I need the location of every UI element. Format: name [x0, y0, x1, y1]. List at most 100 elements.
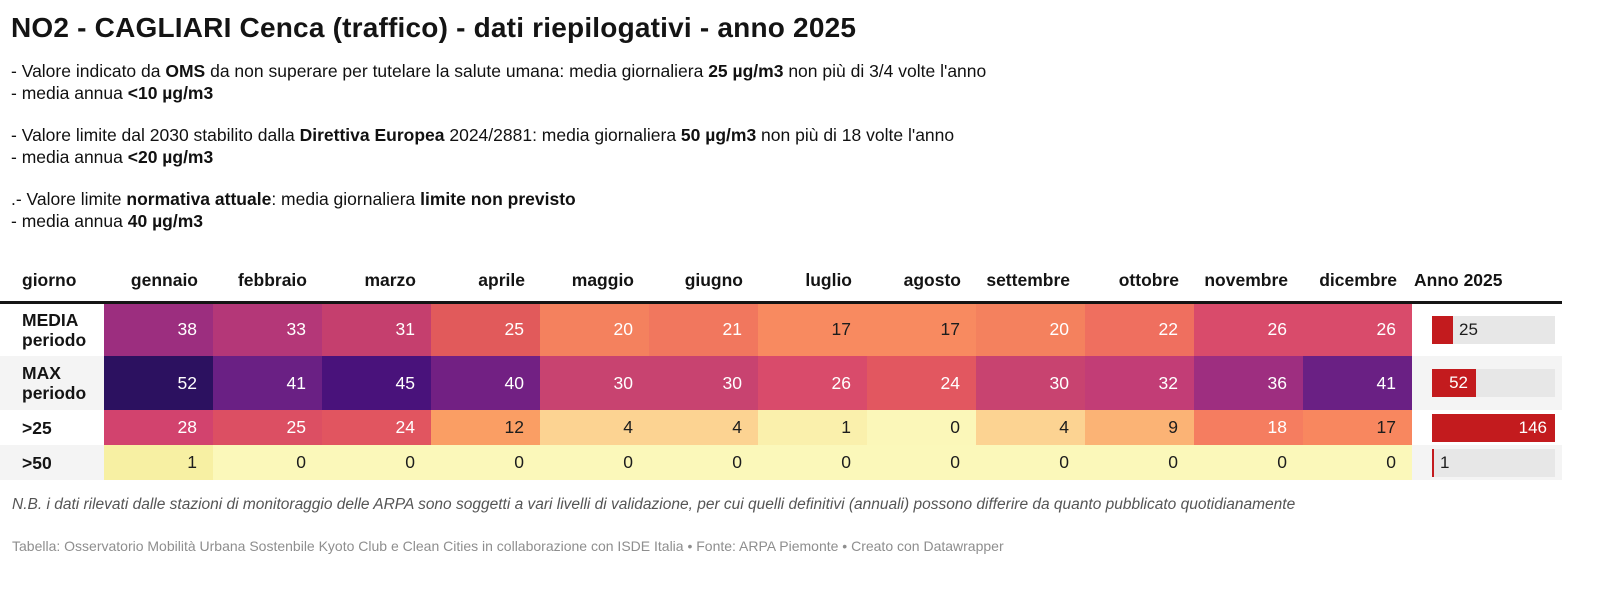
heatmap-cell: 25 — [213, 410, 322, 445]
column-header: aprile — [431, 260, 540, 304]
heatmap-cell: 41 — [1303, 356, 1412, 410]
heatmap-cell: 0 — [649, 445, 758, 480]
limit-note: - Valore limite dal 2030 stabilito dalla… — [11, 124, 1600, 168]
heatmap-cell: 0 — [1303, 445, 1412, 480]
heatmap-cell: 22 — [1085, 302, 1194, 356]
heatmap-cell: 4 — [540, 410, 649, 445]
no2-summary-table: giorno gennaio febbraio marzo aprile maggio gi… — [0, 260, 1562, 480]
heatmap-cell: 45 — [322, 356, 431, 410]
heatmap-cell: 26 — [1194, 302, 1303, 356]
column-header: dicembre — [1303, 260, 1412, 304]
row-label: >25 — [0, 410, 104, 445]
bar-value: 25 — [1459, 319, 1478, 339]
heatmap-cell: 0 — [322, 445, 431, 480]
heatmap-cell: 24 — [867, 356, 976, 410]
table-row: >25 28 25 24 12 4 4 1 0 4 9 18 17 146 — [0, 410, 1562, 445]
heatmap-cell: 9 — [1085, 410, 1194, 445]
column-header: febbraio — [213, 260, 322, 304]
limit-note: .- Valore limite normativa attuale: medi… — [11, 188, 1600, 232]
heatmap-cell: 4 — [976, 410, 1085, 445]
heatmap-cell: 17 — [867, 302, 976, 356]
heatmap-cell: 17 — [758, 302, 867, 356]
bar-value: 146 — [1518, 417, 1547, 437]
heatmap-cell: 30 — [649, 356, 758, 410]
heatmap-cell: 26 — [758, 356, 867, 410]
bar-track: 146 — [1432, 413, 1555, 442]
note-line: - media annua <10 µg/m3 — [11, 83, 214, 103]
datawrapper-table-page: NO2 - CAGLIARI Cenca (traffico) - dati r… — [0, 12, 1600, 554]
column-header: gennaio — [104, 260, 213, 304]
column-header: Anno 2025 — [1412, 260, 1562, 304]
column-header: luglio — [758, 260, 867, 304]
anno-bar-cell: 52 — [1412, 356, 1562, 410]
heatmap-cell: 26 — [1303, 302, 1412, 356]
column-header: marzo — [322, 260, 431, 304]
heatmap-cell: 20 — [976, 302, 1085, 356]
heatmap-cell: 0 — [758, 445, 867, 480]
bar-fill: 146 — [1432, 413, 1555, 442]
heatmap-cell: 1 — [104, 445, 213, 480]
column-header: ottobre — [1085, 260, 1194, 304]
page-title: NO2 - CAGLIARI Cenca (traffico) - dati r… — [11, 12, 857, 43]
column-header: settembre — [976, 260, 1085, 304]
heatmap-cell: 1 — [758, 410, 867, 445]
column-header: maggio — [540, 260, 649, 304]
heatmap-cell: 0 — [213, 445, 322, 480]
limit-note: - Valore indicato da OMS da non superare… — [11, 60, 1600, 104]
header-row: giorno gennaio febbraio marzo aprile maggio gi… — [0, 260, 1562, 304]
heatmap-cell: 36 — [1194, 356, 1303, 410]
heatmap-cell: 18 — [1194, 410, 1303, 445]
anno-bar-cell: 1 — [1412, 445, 1562, 480]
bar-value: 1 — [1440, 452, 1450, 472]
bar-fill — [1432, 448, 1434, 477]
heatmap-cell: 12 — [431, 410, 540, 445]
heatmap-cell: 41 — [213, 356, 322, 410]
heatmap-cell: 30 — [540, 356, 649, 410]
column-header: giorno — [0, 260, 104, 304]
heatmap-cell: 0 — [431, 445, 540, 480]
heatmap-cell: 0 — [867, 445, 976, 480]
column-header: novembre — [1194, 260, 1303, 304]
note-line: - media annua <20 µg/m3 — [11, 147, 214, 167]
table-row: MAX periodo 52 41 45 40 30 30 26 24 30 32 36 41 52 — [0, 356, 1562, 410]
heatmap-cell: 21 — [649, 302, 758, 356]
anno-bar-cell: 25 — [1412, 302, 1562, 356]
bar-value: 52 — [1449, 373, 1468, 392]
heatmap-cell: 28 — [104, 410, 213, 445]
heatmap-cell: 20 — [540, 302, 649, 356]
heatmap-cell: 0 — [976, 445, 1085, 480]
heatmap-cell: 30 — [976, 356, 1085, 410]
bar-fill: 52 — [1432, 369, 1476, 397]
heatmap-cell: 0 — [540, 445, 649, 480]
table-row: MEDIA periodo 38 33 31 25 20 21 17 17 20 22 26 26 25 — [0, 302, 1562, 356]
heatmap-cell: 0 — [1194, 445, 1303, 480]
source-attribution: Tabella: Osservatorio Mobilità Urbana So… — [12, 538, 1004, 554]
row-label: >50 — [0, 445, 104, 480]
heatmap-cell: 52 — [104, 356, 213, 410]
table-body: MEDIA periodo 38 33 31 25 20 21 17 17 20 22 26 26 25 M… — [0, 302, 1562, 480]
note-line: .- Valore limite normativa attuale: medi… — [11, 189, 576, 209]
heatmap-cell: 0 — [867, 410, 976, 445]
bar-track: 25 — [1432, 315, 1555, 344]
notes: - Valore indicato da OMS da non superare… — [0, 60, 1600, 232]
bar-track: 1 — [1432, 448, 1555, 477]
bar-track: 52 — [1432, 369, 1555, 397]
column-header: giugno — [649, 260, 758, 304]
table-row: >50 1 0 0 0 0 0 0 0 0 0 0 0 1 — [0, 445, 1562, 480]
note-line: - Valore limite dal 2030 stabilito dalla… — [11, 125, 955, 145]
heatmap-cell: 33 — [213, 302, 322, 356]
row-label: MAX periodo — [0, 356, 104, 410]
heatmap-cell: 38 — [104, 302, 213, 356]
heatmap-cell: 24 — [322, 410, 431, 445]
validation-footnote: N.B. i dati rilevati dalle stazioni di m… — [12, 496, 1296, 513]
heatmap-cell: 4 — [649, 410, 758, 445]
column-header: agosto — [867, 260, 976, 304]
note-line: - media annua 40 µg/m3 — [11, 211, 204, 231]
heatmap-cell: 0 — [1085, 445, 1194, 480]
heatmap-cell: 17 — [1303, 410, 1412, 445]
note-line: - Valore indicato da OMS da non superare… — [11, 61, 987, 81]
bar-fill — [1432, 315, 1453, 344]
heatmap-cell: 25 — [431, 302, 540, 356]
heatmap-cell: 32 — [1085, 356, 1194, 410]
heatmap-cell: 40 — [431, 356, 540, 410]
